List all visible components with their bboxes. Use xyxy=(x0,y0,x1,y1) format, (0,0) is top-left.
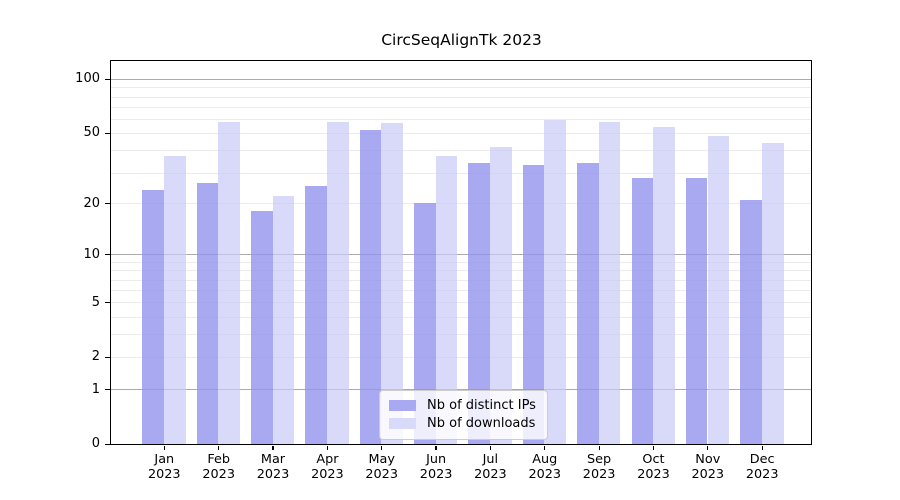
bar-downloads-oct-2023 xyxy=(653,127,675,444)
bar-distinct-ips-dec-2023 xyxy=(740,199,762,444)
x-tick-label-aug-2023: Aug 2023 xyxy=(528,451,562,483)
x-tick-label-nov-2023: Nov 2023 xyxy=(691,451,725,483)
y-tick-label-100: 100 xyxy=(75,71,100,87)
bars-layer xyxy=(111,61,811,444)
bar-distinct-ips-jan-2023 xyxy=(142,189,164,444)
gridline-y-80 xyxy=(111,96,811,98)
gridline-y-5 xyxy=(111,302,811,304)
gridline-y-8 xyxy=(111,270,811,272)
x-tick-mark-mar-2023 xyxy=(272,445,274,451)
x-tick-label-sep-2023: Sep 2023 xyxy=(582,451,616,483)
gridline-y-20 xyxy=(111,203,811,205)
bar-distinct-ips-jul-2023 xyxy=(468,162,491,444)
gridline-y-4 xyxy=(111,316,811,318)
x-tick-mark-may-2023 xyxy=(381,445,383,451)
x-tick-label-jul-2023: Jul 2023 xyxy=(474,451,507,483)
gridline-y-90 xyxy=(111,87,811,89)
gridline-y-70 xyxy=(111,107,811,108)
x-tick-mark-jun-2023 xyxy=(435,445,437,451)
x-tick-mark-dec-2023 xyxy=(761,445,763,451)
bar-distinct-ips-jun-2023 xyxy=(414,203,436,444)
y-tick-mark-50 xyxy=(104,132,110,135)
x-tick-label-jan-2023: Jan 2023 xyxy=(148,451,181,483)
y-tick-label-5: 5 xyxy=(91,294,100,310)
gridline-y-60 xyxy=(111,119,811,120)
bar-distinct-ips-apr-2023 xyxy=(305,186,328,444)
x-tick-mark-oct-2023 xyxy=(652,445,655,451)
y-tick-mark-1 xyxy=(104,388,110,391)
bar-downloads-jul-2023 xyxy=(490,146,512,444)
bar-downloads-aug-2023 xyxy=(544,120,567,444)
y-tick-label-50: 50 xyxy=(83,125,100,141)
x-tick-mark-jan-2023 xyxy=(163,445,165,451)
y-tick-label-2: 2 xyxy=(91,349,100,365)
bar-downloads-may-2023 xyxy=(381,123,404,444)
gridline-y-50 xyxy=(111,133,811,135)
y-tick-mark-20 xyxy=(104,202,110,205)
legend-item-downloads: Nb of downloads xyxy=(389,415,536,432)
bar-distinct-ips-nov-2023 xyxy=(685,177,708,444)
y-tick-label-1: 1 xyxy=(91,381,100,397)
y-tick-label-20: 20 xyxy=(83,195,100,211)
gridline-y-10 xyxy=(111,254,811,256)
bar-distinct-ips-oct-2023 xyxy=(631,177,654,444)
bar-distinct-ips-mar-2023 xyxy=(251,211,273,444)
bar-downloads-sep-2023 xyxy=(598,121,621,444)
gridline-y-9 xyxy=(111,261,811,263)
x-tick-mark-apr-2023 xyxy=(326,445,328,451)
bar-downloads-feb-2023 xyxy=(218,121,240,444)
gridline-y-30 xyxy=(111,172,811,174)
bar-downloads-dec-2023 xyxy=(761,143,784,444)
y-tick-mark-100 xyxy=(104,78,110,81)
bar-distinct-ips-sep-2023 xyxy=(577,162,599,444)
legend: Nb of distinct IPs Nb of downloads xyxy=(379,390,548,440)
bar-downloads-jun-2023 xyxy=(435,156,458,444)
bar-downloads-apr-2023 xyxy=(327,121,349,444)
gridline-y-7 xyxy=(111,279,811,281)
x-tick-mark-jul-2023 xyxy=(489,445,492,451)
x-tick-label-jun-2023: Jun 2023 xyxy=(419,451,453,483)
bar-distinct-ips-aug-2023 xyxy=(522,165,545,444)
x-tick-label-dec-2023: Dec 2023 xyxy=(745,451,779,483)
y-tick-label-0: 0 xyxy=(91,436,100,452)
bar-distinct-ips-feb-2023 xyxy=(196,183,219,444)
bar-downloads-jan-2023 xyxy=(164,156,186,444)
legend-label-downloads: Nb of downloads xyxy=(427,416,536,431)
legend-label-distinct-ips: Nb of distinct IPs xyxy=(427,398,536,413)
gridline-y-2 xyxy=(111,357,811,359)
gridline-y-3 xyxy=(111,334,811,336)
bar-downloads-mar-2023 xyxy=(272,196,295,444)
plot-area: Nb of distinct IPs Nb of downloads xyxy=(110,60,812,445)
chart-title: CircSeqAlignTk 2023 xyxy=(381,31,542,49)
bar-downloads-nov-2023 xyxy=(707,136,730,444)
x-tick-mark-nov-2023 xyxy=(707,445,709,451)
x-tick-label-mar-2023: Mar 2023 xyxy=(256,451,290,483)
x-tick-mark-aug-2023 xyxy=(544,445,546,451)
gridline-y-40 xyxy=(111,150,811,152)
gridline-y-6 xyxy=(111,290,811,292)
x-tick-mark-feb-2023 xyxy=(218,445,220,451)
gridline-y-1 xyxy=(111,389,811,391)
x-tick-mark-sep-2023 xyxy=(598,445,600,451)
y-tick-label-10: 10 xyxy=(83,246,100,262)
gridline-y-100 xyxy=(111,79,811,81)
legend-item-distinct-ips: Nb of distinct IPs xyxy=(389,397,536,414)
legend-swatch-downloads xyxy=(389,418,416,429)
gridline-layer xyxy=(111,61,811,444)
x-tick-label-apr-2023: Apr 2023 xyxy=(311,451,344,483)
y-tick-mark-10 xyxy=(104,254,110,256)
x-tick-label-oct-2023: Oct 2023 xyxy=(637,451,670,483)
x-tick-label-feb-2023: Feb 2023 xyxy=(202,451,235,483)
bar-distinct-ips-may-2023 xyxy=(359,130,382,444)
y-tick-mark-0 xyxy=(104,443,110,445)
x-tick-label-may-2023: May 2023 xyxy=(365,451,398,483)
y-tick-mark-5 xyxy=(104,302,110,304)
y-tick-mark-2 xyxy=(104,356,110,359)
legend-swatch-distinct-ips xyxy=(389,400,416,411)
